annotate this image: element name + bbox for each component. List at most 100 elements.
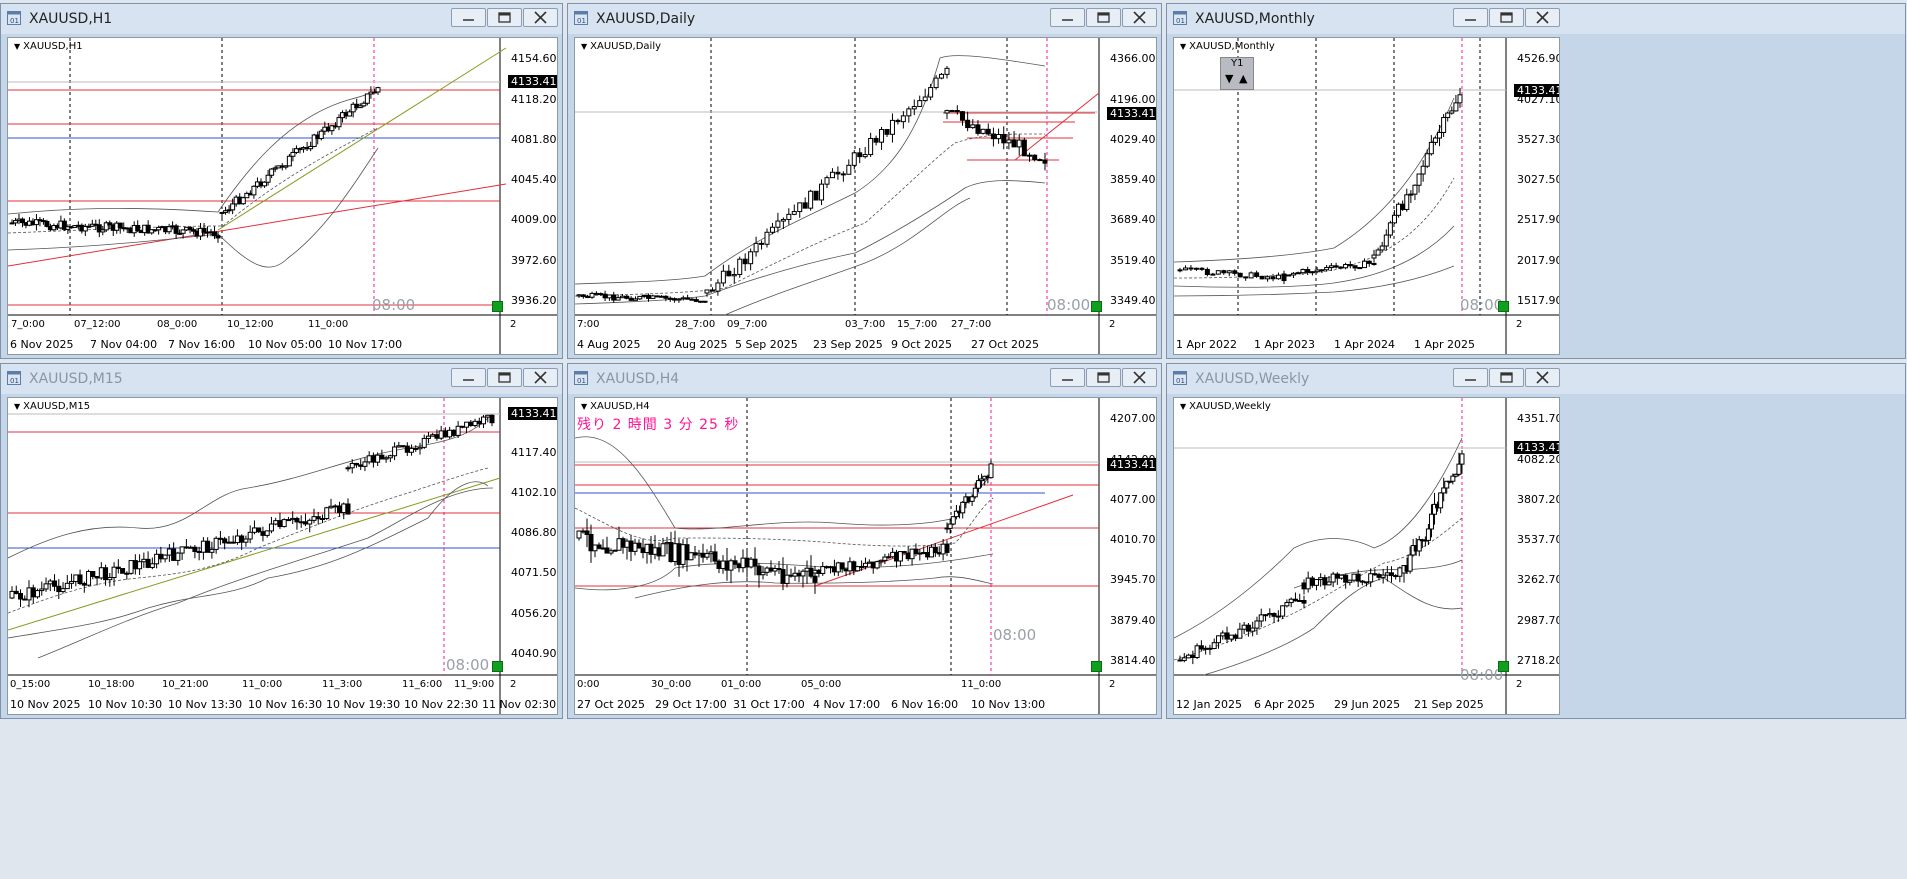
candle-body <box>425 435 431 439</box>
candle-body <box>1408 193 1414 196</box>
maximize-button[interactable] <box>487 368 522 387</box>
time-label: 1 Apr 2023 <box>1254 338 1316 351</box>
grid-time-label: 7_0:00 <box>11 319 45 330</box>
chart-area[interactable]: ▼ XAUUSD,H1 4154.60 4118.20 4081.80 4045.… <box>7 37 558 355</box>
candle-body <box>667 297 673 300</box>
candle-body <box>776 567 782 571</box>
title-bar[interactable]: 01 XAUUSD,Monthly <box>1167 4 1905 34</box>
candle-body <box>980 128 986 134</box>
candle-body <box>906 108 912 117</box>
title-bar[interactable]: 01 XAUUSD,H1 <box>1 4 562 34</box>
chart-area[interactable]: ▼XAUUSD,H4 残り 2 時間 3 分 25 秒 4207.00 4142… <box>574 397 1157 715</box>
minimize-button[interactable] <box>451 368 486 387</box>
maximize-button[interactable] <box>1489 368 1524 387</box>
candle-body <box>442 430 448 438</box>
price-label: 3519.40 <box>1110 254 1156 267</box>
price-chart[interactable] <box>575 398 1157 715</box>
price-chart[interactable] <box>1174 38 1560 355</box>
candle-body <box>409 447 415 453</box>
candle-body <box>375 87 381 93</box>
maximize-button[interactable] <box>1086 8 1121 27</box>
minimize-button[interactable] <box>1050 368 1085 387</box>
maximize-button[interactable] <box>487 8 522 27</box>
chart-window-monthly[interactable]: 01 XAUUSD,Monthly ▼ XAUUSD,Monthly 4526.9… <box>1166 3 1906 359</box>
maximize-button[interactable] <box>1489 8 1524 27</box>
symbol-label: ▼ XAUUSD,M15 <box>14 401 91 412</box>
chart-area[interactable]: ▼ XAUUSD,Daily 4366.00 4196.00 4029.40 38… <box>574 37 1157 355</box>
candle-body <box>640 547 646 554</box>
candle-body <box>664 542 670 545</box>
dropdown-triangle-icon[interactable]: ▼ <box>581 402 588 411</box>
maximize-button[interactable] <box>1086 368 1121 387</box>
close-button[interactable] <box>1525 8 1560 27</box>
price-label: 4207.00 <box>1110 412 1156 425</box>
price-label: 2517.90 <box>1517 213 1560 226</box>
candle-body <box>265 174 271 183</box>
candle-body <box>1334 573 1340 579</box>
candle-body <box>1188 267 1194 270</box>
period-selector[interactable]: Y1 ▼ ▲ <box>1220 57 1254 90</box>
app-window-icon: 01 <box>1173 371 1187 385</box>
chart-area[interactable]: ▼ XAUUSD,Monthly 4526.90 4027.10 3527.30 … <box>1173 37 1560 355</box>
title-bar[interactable]: 01 XAUUSD,Daily <box>568 4 1161 34</box>
time-label: 10 Nov 16:30 <box>248 698 323 711</box>
candle-body <box>1347 579 1353 583</box>
price-chart[interactable] <box>1174 398 1560 715</box>
candle-body <box>688 552 694 561</box>
candle-body <box>277 520 283 528</box>
grid-time-label: 11_3:00 <box>322 679 363 690</box>
candle-body <box>240 197 246 205</box>
candle-body <box>162 554 168 560</box>
candle-body <box>1343 574 1349 583</box>
status-indicator <box>1091 301 1102 312</box>
close-button[interactable] <box>523 8 558 27</box>
candle-body <box>975 480 981 489</box>
minimize-button[interactable] <box>1453 368 1488 387</box>
candle-body <box>1384 572 1390 576</box>
title-bar[interactable]: 01 XAUUSD,Weekly <box>1167 364 1905 394</box>
candle-body <box>576 294 582 297</box>
candle-body <box>712 551 718 562</box>
price-chart[interactable] <box>575 38 1157 355</box>
chart-area[interactable]: ▼ XAUUSD,Weekly 4351.70 4082.20 3807.20 3… <box>1173 397 1560 715</box>
maximize-icon <box>1097 372 1110 383</box>
candle-body <box>222 538 228 544</box>
chart-window-m15[interactable]: 01 XAUUSD,M15 ▼ XAUUSD,M15 4117.40 4102.1… <box>0 363 563 719</box>
price-chart[interactable] <box>8 398 558 715</box>
dropdown-triangle-icon[interactable]: ▼ <box>1180 402 1187 411</box>
candle-body <box>654 295 660 298</box>
candle-body <box>808 567 814 577</box>
title-bar[interactable]: 01 XAUUSD,H4 <box>568 364 1161 394</box>
title-bar[interactable]: 01 XAUUSD,M15 <box>1 364 562 394</box>
grid-time-label: 28_7:00 <box>675 319 716 330</box>
close-button[interactable] <box>523 368 558 387</box>
dropdown-triangle-icon[interactable]: ▼ <box>14 402 21 411</box>
candle-body <box>1248 272 1254 279</box>
chart-area[interactable]: ▼ XAUUSD,M15 4117.40 4102.10 4086.80 4071… <box>7 397 558 715</box>
candle-body <box>9 590 15 599</box>
minimize-button[interactable] <box>1050 8 1085 27</box>
chart-window-daily[interactable]: 01 XAUUSD,Daily ▼ XAUUSD,Daily 4366.00 <box>567 3 1162 359</box>
time-label: 31 Oct 17:00 <box>733 698 805 711</box>
price-chart[interactable] <box>8 38 558 355</box>
candle-body <box>1375 249 1381 256</box>
candle-body <box>580 294 586 298</box>
period-up-icon[interactable]: ▲ <box>1239 72 1248 85</box>
minimize-button[interactable] <box>1453 8 1488 27</box>
dropdown-triangle-icon[interactable]: ▼ <box>1180 42 1187 51</box>
candles <box>1177 450 1465 665</box>
dropdown-triangle-icon[interactable]: ▼ <box>14 42 21 51</box>
chart-window-weekly[interactable]: 01 XAUUSD,Weekly ▼ XAUUSD,Weekly 4351.70 … <box>1166 363 1906 719</box>
chart-window-h1[interactable]: 01 XAUUSD,H1 ▼ XAUUSD,H1 4154.60 41 <box>0 3 563 359</box>
minimize-button[interactable] <box>451 8 486 27</box>
chart-window-h4[interactable]: 01 XAUUSD,H4 ▼ XAUUSD,H4 残り 2 時間 3 分 25 <box>567 363 1162 719</box>
close-button[interactable] <box>1525 368 1560 387</box>
candle-body <box>824 177 830 185</box>
dropdown-triangle-icon[interactable]: ▼ <box>581 42 588 51</box>
candle-body <box>1387 222 1393 236</box>
period-down-icon[interactable]: ▼ <box>1225 72 1234 85</box>
close-button[interactable] <box>1122 8 1157 27</box>
candle-body <box>107 222 113 226</box>
candle-body <box>364 93 370 104</box>
close-button[interactable] <box>1122 368 1157 387</box>
